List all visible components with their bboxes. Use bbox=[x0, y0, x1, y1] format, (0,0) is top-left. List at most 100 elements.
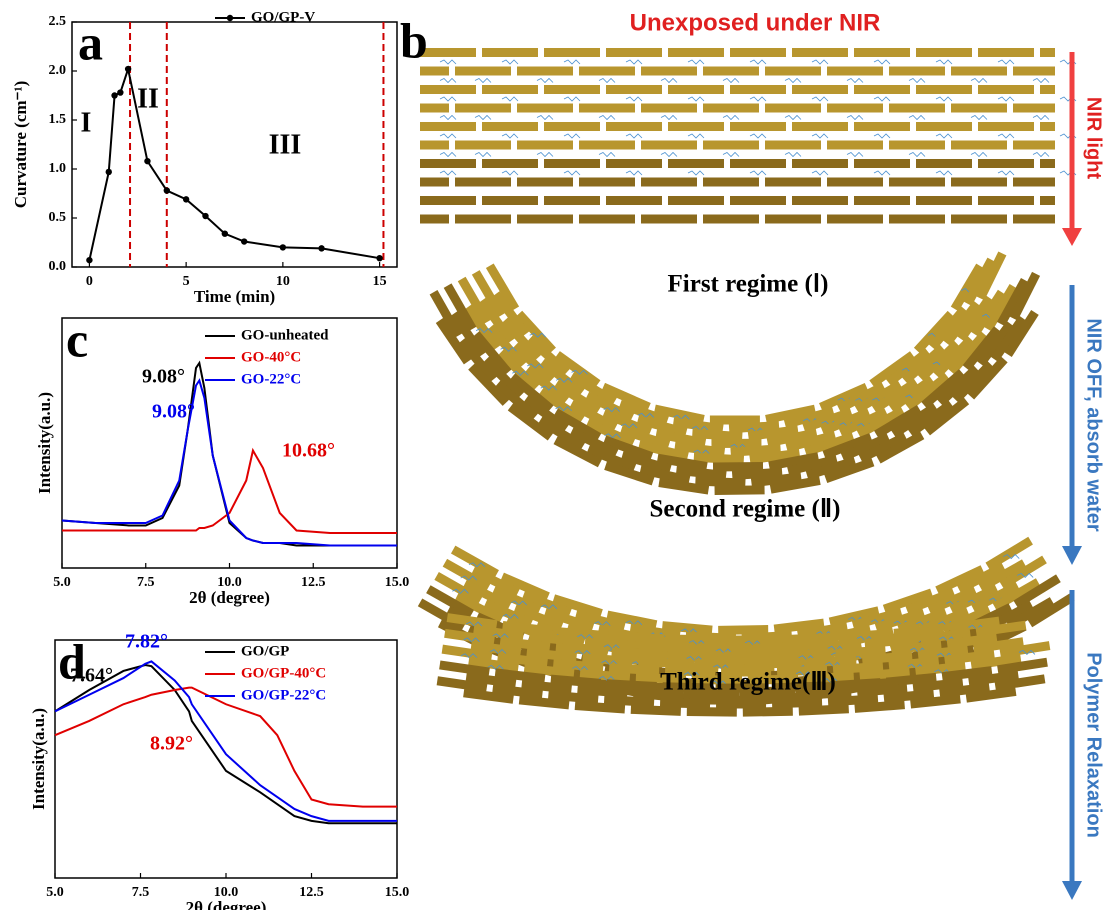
polymer-chain bbox=[688, 60, 704, 64]
polymer-chain bbox=[909, 153, 925, 157]
brick bbox=[455, 67, 511, 76]
brick bbox=[916, 122, 972, 131]
brick bbox=[827, 104, 883, 113]
regime-label: III bbox=[269, 129, 302, 160]
brick bbox=[1040, 122, 1055, 131]
arrow-label: NIR OFF, absorb water bbox=[1083, 318, 1105, 532]
brick bbox=[854, 122, 910, 131]
brick bbox=[765, 104, 821, 113]
polymer-chain bbox=[599, 79, 615, 83]
brick bbox=[827, 67, 883, 76]
polymer-chain bbox=[440, 134, 456, 138]
series-line bbox=[89, 69, 379, 260]
brick bbox=[827, 178, 883, 187]
brick bbox=[579, 67, 635, 76]
stage-label: Third regime(Ⅲ) bbox=[660, 669, 836, 696]
polymer-chain bbox=[998, 134, 1014, 138]
brick bbox=[579, 104, 635, 113]
polymer-chain bbox=[874, 97, 890, 101]
brick bbox=[641, 67, 697, 76]
polymer-chain bbox=[1033, 116, 1049, 120]
panel-label: c bbox=[66, 311, 88, 367]
brick bbox=[606, 85, 662, 94]
regime-label: II bbox=[137, 83, 159, 114]
brick bbox=[715, 485, 765, 495]
data-point bbox=[376, 255, 382, 261]
data-point bbox=[241, 238, 247, 244]
polymer-chain bbox=[750, 97, 766, 101]
data-point bbox=[125, 66, 131, 72]
brick bbox=[854, 159, 910, 168]
brick bbox=[743, 707, 793, 717]
brick bbox=[703, 141, 759, 150]
brick bbox=[730, 85, 786, 94]
brick bbox=[978, 196, 1034, 205]
polymer-chain bbox=[564, 60, 580, 64]
brick bbox=[792, 48, 848, 57]
y-tick-label: 2.0 bbox=[49, 63, 67, 78]
polymer-chain bbox=[688, 171, 704, 175]
polymer-chain bbox=[936, 97, 952, 101]
polymer-chain bbox=[750, 134, 766, 138]
brick bbox=[641, 104, 697, 113]
x-tick-label: 12.5 bbox=[299, 885, 324, 900]
brick bbox=[889, 141, 945, 150]
arrow bbox=[1062, 590, 1082, 900]
brick bbox=[420, 159, 476, 168]
brick bbox=[951, 104, 1007, 113]
brick bbox=[703, 178, 759, 187]
polymer-chain bbox=[971, 79, 987, 83]
brick bbox=[765, 141, 821, 150]
brick bbox=[544, 85, 600, 94]
polymer-chain bbox=[812, 97, 828, 101]
regime-label: I bbox=[81, 107, 92, 138]
x-tick-label: 10 bbox=[276, 274, 290, 289]
brick bbox=[668, 122, 724, 131]
brick bbox=[792, 196, 848, 205]
brick bbox=[1040, 85, 1055, 94]
brick bbox=[1013, 67, 1055, 76]
polymer-chain bbox=[750, 60, 766, 64]
brick bbox=[916, 196, 972, 205]
brick bbox=[730, 159, 786, 168]
panel-label: a bbox=[78, 14, 103, 70]
brick bbox=[978, 48, 1034, 57]
brick bbox=[854, 48, 910, 57]
y-axis-label: Intensity(a.u.) bbox=[35, 392, 54, 494]
polymer-chain bbox=[812, 171, 828, 175]
arrow bbox=[1062, 52, 1082, 246]
peak-annotation: 7.64° bbox=[70, 665, 113, 687]
polymer-chain bbox=[998, 171, 1014, 175]
brick bbox=[517, 67, 573, 76]
brick bbox=[765, 67, 821, 76]
brick bbox=[455, 178, 511, 187]
brick bbox=[792, 122, 848, 131]
polymer-chain bbox=[1033, 79, 1049, 83]
arrow-label: Polymer Relaxation bbox=[1083, 652, 1105, 838]
polymer-chain bbox=[440, 153, 456, 157]
brick bbox=[951, 141, 1007, 150]
brick bbox=[730, 48, 786, 57]
brick bbox=[641, 215, 697, 224]
x-tick-label: 5 bbox=[183, 274, 190, 289]
brick bbox=[482, 48, 538, 57]
series-line bbox=[55, 665, 397, 823]
legend-label: GO/GP-V bbox=[251, 9, 315, 25]
polymer-chain bbox=[723, 79, 739, 83]
data-point bbox=[202, 213, 208, 219]
polymer-chain bbox=[564, 171, 580, 175]
x-tick-label: 15.0 bbox=[385, 575, 410, 590]
peak-annotation: 10.68° bbox=[282, 440, 335, 462]
brick bbox=[420, 48, 476, 57]
figure: b Unexposed under NIR First regime (Ⅰ) S… bbox=[0, 0, 1107, 910]
polymer-chain bbox=[847, 116, 863, 120]
brick bbox=[420, 178, 449, 187]
brick bbox=[889, 104, 945, 113]
brick bbox=[765, 215, 821, 224]
brick bbox=[544, 122, 600, 131]
x-tick-label: 7.5 bbox=[132, 885, 150, 900]
x-tick-label: 7.5 bbox=[137, 575, 155, 590]
brick bbox=[668, 48, 724, 57]
legend-marker bbox=[227, 15, 233, 21]
y-tick-label: 1.0 bbox=[49, 161, 67, 176]
